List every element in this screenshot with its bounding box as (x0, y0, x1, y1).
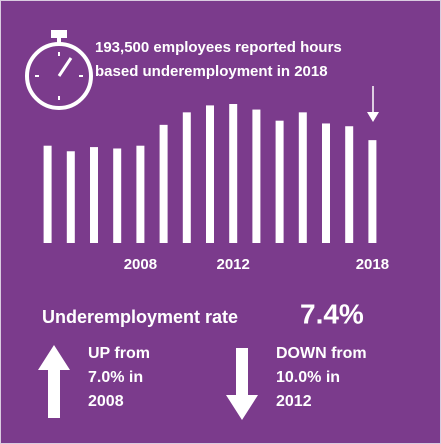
rate-label: Underemployment rate (42, 307, 238, 327)
bar (322, 123, 330, 243)
down-text: DOWN from (276, 345, 367, 362)
x-tick-label: 2018 (356, 256, 389, 273)
bar (206, 105, 214, 243)
up-text: UP from (88, 345, 150, 362)
down-text: 10.0% in (276, 369, 340, 386)
pointer-arrow (367, 86, 379, 122)
down-arrow (226, 348, 258, 420)
bar (66, 151, 75, 243)
bar (90, 147, 98, 243)
x-tick-label: 2008 (124, 256, 157, 273)
bar (345, 126, 354, 243)
bar (252, 109, 261, 243)
bar (182, 112, 191, 243)
annotation-line: based underemployment in 2018 (95, 63, 328, 80)
up-text: 2008 (88, 393, 124, 410)
x-tick-label: 2012 (217, 256, 250, 273)
bar (275, 120, 284, 243)
up-text: 7.0% in (88, 369, 143, 386)
bar (298, 112, 307, 243)
bar (229, 104, 238, 243)
bar (43, 145, 52, 243)
annotation-line: 193,500 employees reported hours (95, 39, 342, 56)
bar (113, 148, 122, 243)
bar (159, 124, 168, 243)
bar (136, 145, 145, 243)
rate-value: 7.4% (300, 298, 364, 329)
up-arrow (38, 345, 70, 418)
stopwatch-icon (25, 30, 93, 110)
down-text: 2012 (276, 393, 312, 410)
bar (368, 140, 377, 243)
